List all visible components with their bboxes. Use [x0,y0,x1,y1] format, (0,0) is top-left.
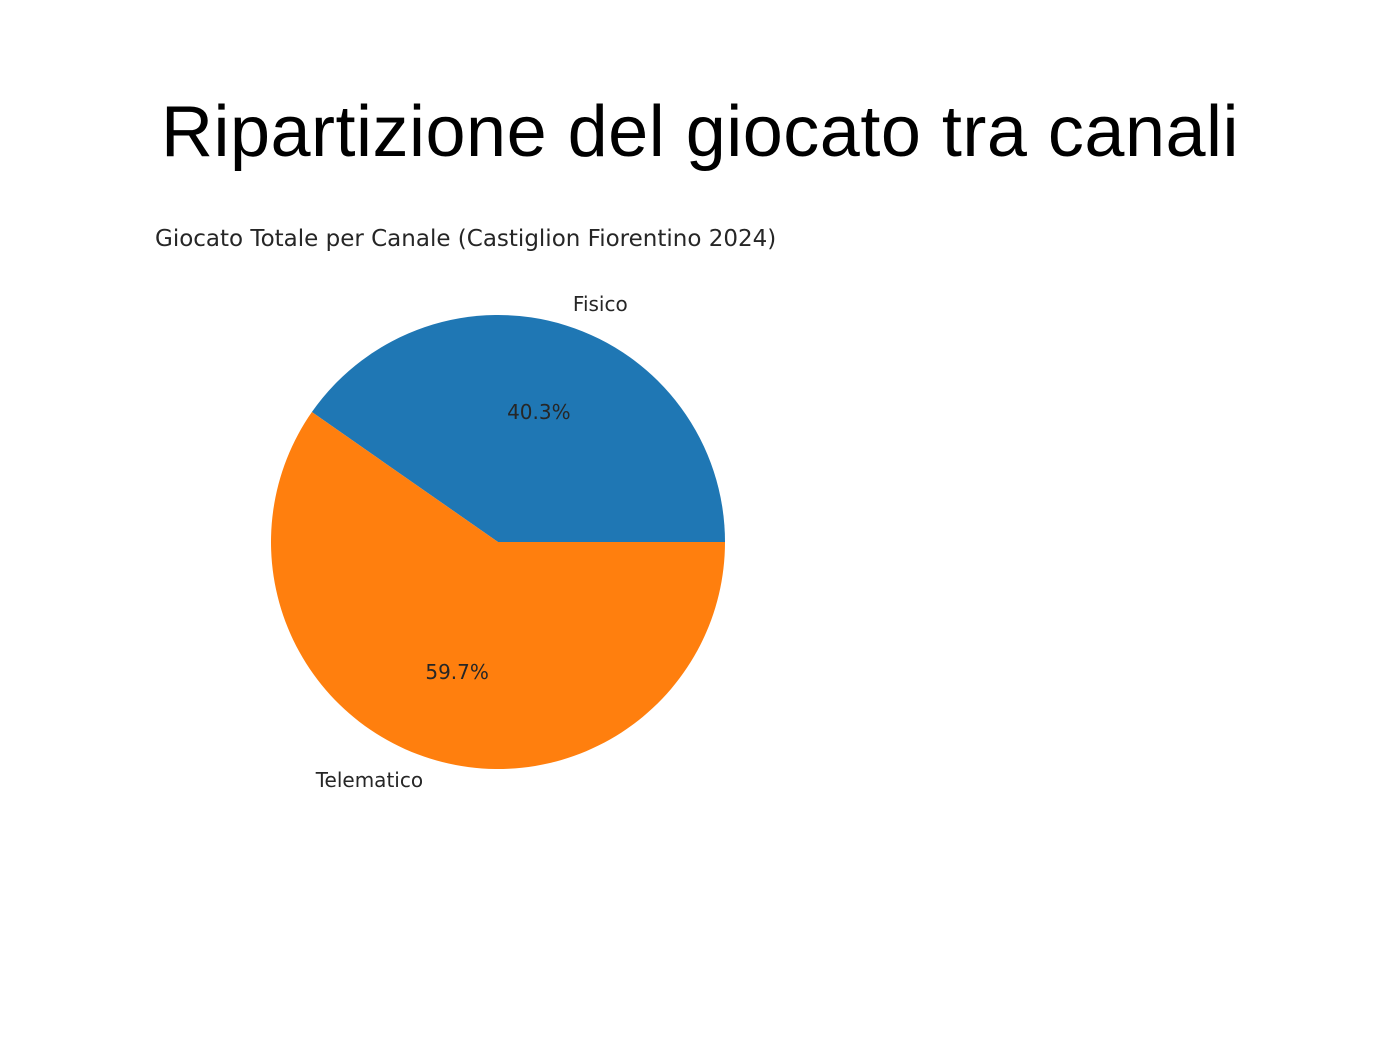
pie-value-label: 40.3% [507,400,571,424]
pie-slices [270,315,725,770]
chart-title: Giocato Totale per Canale (Castiglion Fi… [155,226,776,252]
pie-category-label: Fisico [573,292,628,316]
pie-value-label: 59.7% [425,660,489,684]
pie-labels: Fisico 40.3% Telematico 59.7% [315,292,628,792]
pie-slice-telematico [270,412,725,770]
slide-title: Ripartizione del giocato tra canali [160,92,1240,172]
pie-slice-fisico [311,315,725,542]
pie-category-label: Telematico [315,768,423,792]
